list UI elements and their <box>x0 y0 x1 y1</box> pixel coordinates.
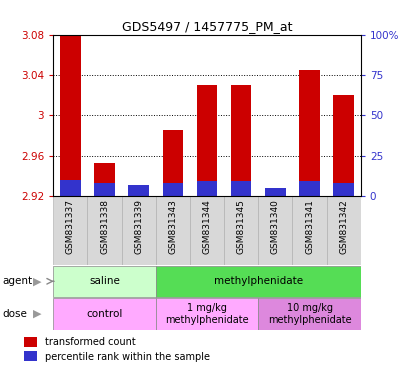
Text: GSM831344: GSM831344 <box>202 199 211 254</box>
Bar <box>94 183 115 196</box>
Text: GSM831343: GSM831343 <box>168 199 177 254</box>
Text: agent: agent <box>2 276 32 286</box>
Bar <box>299 70 319 196</box>
Text: saline: saline <box>89 276 120 286</box>
Text: dose: dose <box>2 309 27 319</box>
Bar <box>162 130 183 196</box>
Bar <box>224 196 258 265</box>
Bar <box>265 191 285 196</box>
Bar <box>25 337 36 347</box>
Bar <box>265 188 285 196</box>
Bar <box>53 298 155 329</box>
Bar <box>196 85 217 196</box>
Text: transformed count: transformed count <box>45 337 135 347</box>
Bar <box>155 298 258 329</box>
Text: GSM831341: GSM831341 <box>304 199 313 254</box>
Bar <box>162 183 183 196</box>
Bar <box>60 180 81 196</box>
Bar <box>94 162 115 196</box>
Bar <box>128 185 148 196</box>
Text: ▶: ▶ <box>33 309 41 319</box>
Text: 1 mg/kg
methylphenidate: 1 mg/kg methylphenidate <box>165 303 248 325</box>
Bar <box>292 196 326 265</box>
Bar <box>87 196 121 265</box>
Text: methylphenidate: methylphenidate <box>213 276 302 286</box>
Bar <box>121 196 155 265</box>
Text: GSM831339: GSM831339 <box>134 199 143 254</box>
Bar <box>128 186 148 196</box>
Bar <box>155 266 360 297</box>
Text: GSM831338: GSM831338 <box>100 199 109 254</box>
Text: control: control <box>86 309 122 319</box>
Text: ▶: ▶ <box>33 276 41 286</box>
Bar <box>196 181 217 196</box>
Text: percentile rank within the sample: percentile rank within the sample <box>45 351 209 362</box>
Bar <box>53 266 155 297</box>
Text: 10 mg/kg
methylphenidate: 10 mg/kg methylphenidate <box>267 303 351 325</box>
Title: GDS5497 / 1457775_PM_at: GDS5497 / 1457775_PM_at <box>121 20 292 33</box>
Bar <box>230 85 251 196</box>
Bar <box>258 298 360 329</box>
Bar <box>60 36 81 196</box>
Bar <box>230 181 251 196</box>
Bar <box>189 196 224 265</box>
Text: GSM831337: GSM831337 <box>66 199 75 254</box>
Text: GSM831340: GSM831340 <box>270 199 279 254</box>
Bar <box>258 196 292 265</box>
Bar <box>299 181 319 196</box>
Bar <box>25 351 36 361</box>
Bar <box>326 196 360 265</box>
Bar <box>333 183 353 196</box>
Bar <box>333 95 353 196</box>
Bar <box>53 196 87 265</box>
Text: GSM831342: GSM831342 <box>338 199 347 254</box>
Bar <box>155 196 189 265</box>
Text: GSM831345: GSM831345 <box>236 199 245 254</box>
